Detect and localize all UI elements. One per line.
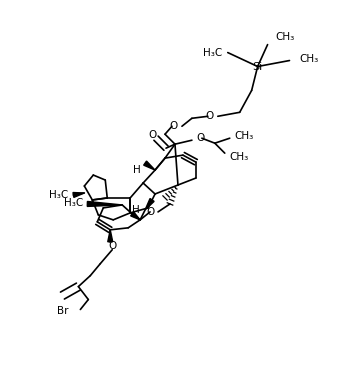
Text: O: O (170, 121, 178, 131)
Text: CH₃: CH₃ (235, 131, 254, 141)
Text: O: O (206, 111, 214, 121)
Text: O: O (148, 130, 156, 140)
Text: O: O (108, 241, 116, 251)
Polygon shape (144, 161, 155, 170)
Polygon shape (131, 212, 140, 220)
Text: H₃C: H₃C (49, 190, 68, 200)
Polygon shape (108, 230, 113, 242)
Polygon shape (73, 193, 84, 197)
Text: Br: Br (57, 306, 68, 317)
Text: CH₃: CH₃ (230, 152, 249, 162)
Text: CH₃: CH₃ (300, 53, 319, 64)
Polygon shape (87, 202, 122, 206)
Text: H: H (132, 205, 140, 215)
Text: H₃C: H₃C (203, 47, 222, 58)
Text: O: O (196, 133, 204, 143)
Text: CH₃: CH₃ (276, 32, 295, 42)
Text: H₃C: H₃C (64, 198, 83, 208)
Text: H: H (133, 165, 141, 175)
Text: O: O (147, 207, 155, 217)
Polygon shape (145, 199, 154, 210)
Text: Si: Si (252, 62, 263, 71)
